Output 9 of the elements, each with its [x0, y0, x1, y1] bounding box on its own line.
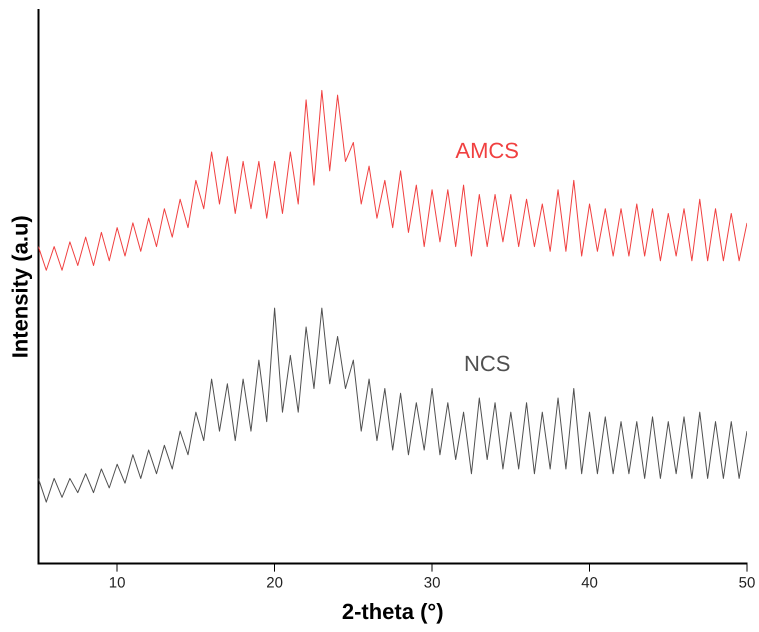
x-tick-label: 20 [266, 574, 283, 592]
x-tick-label: 10 [108, 574, 126, 592]
x-tick-label: 40 [581, 574, 598, 592]
x-axis-title: 2-theta (°) [342, 598, 444, 624]
x-tick-label: 50 [738, 574, 756, 592]
y-axis-title: Intensity (a.u) [7, 215, 32, 358]
series-label: AMCS [455, 138, 519, 164]
series-label: NCS [464, 351, 510, 376]
x-tick-label: 30 [424, 574, 440, 592]
